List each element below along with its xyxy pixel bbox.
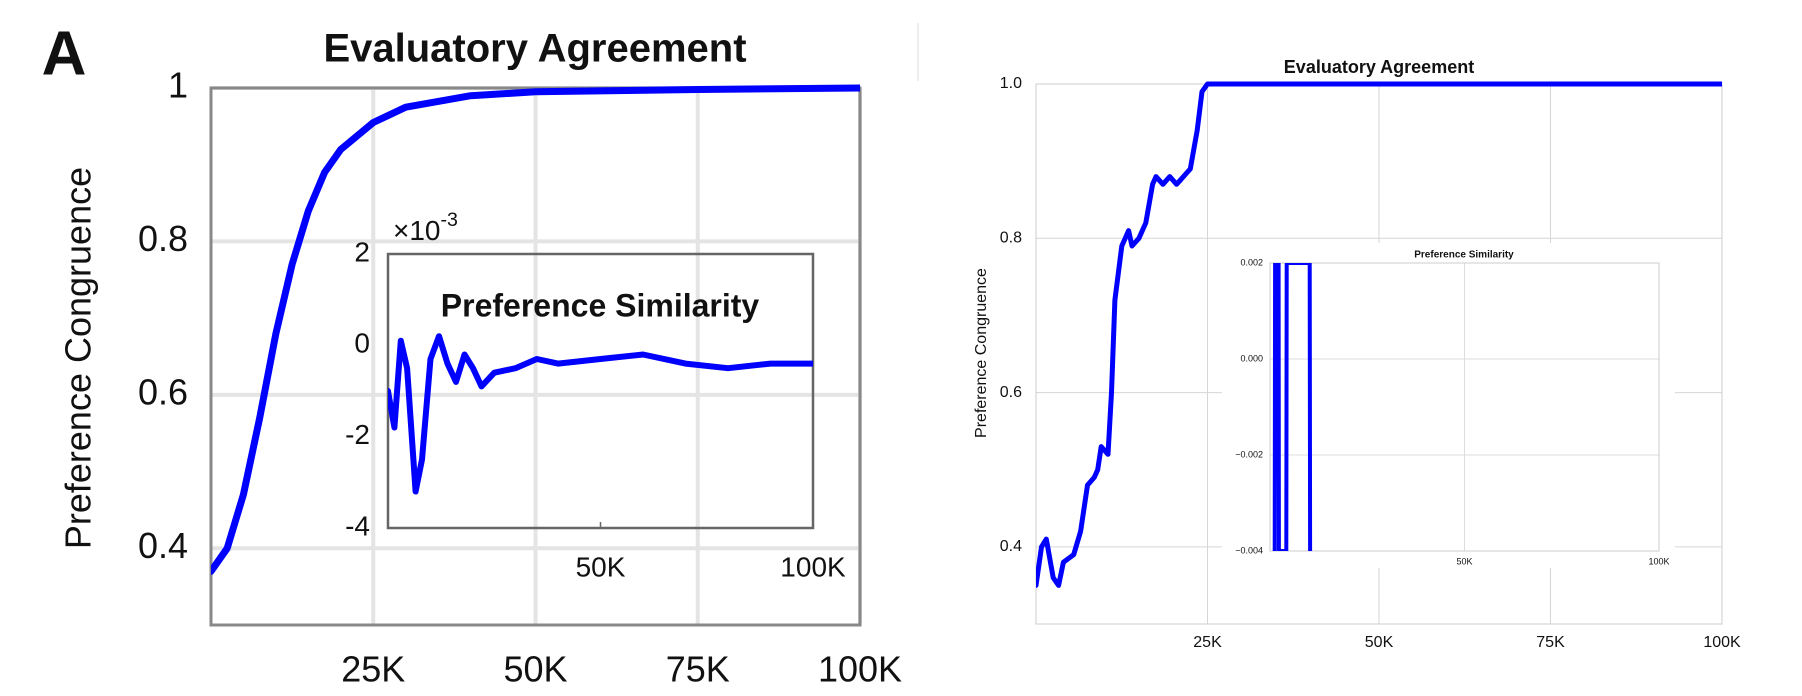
x-tick-label: 100K <box>1648 556 1669 566</box>
y-tick-label: -2 <box>345 419 370 450</box>
x-tick-label: 100K <box>818 649 902 690</box>
y-axis-label: Preference Congruence <box>973 268 990 438</box>
data-line <box>388 333 813 495</box>
exponent: -3 <box>441 209 459 231</box>
y-tick-label: 0 <box>354 328 370 359</box>
y-tick-label: -4 <box>345 510 370 541</box>
y-tick-label: 0.6 <box>1000 384 1022 401</box>
y-tick-label: 0.002 <box>1240 257 1263 267</box>
plot-frame <box>209 86 862 627</box>
y-tick-label: −0.002 <box>1235 449 1263 459</box>
exponent-base: ×10 <box>393 215 441 246</box>
plot-frame <box>1269 262 1660 552</box>
x-tick-label: 100K <box>1703 634 1741 651</box>
x-tick-label: 50K <box>1365 634 1394 651</box>
chart-title: Evaluatory Agreement <box>323 27 746 71</box>
x-tick-label: 25K <box>341 649 405 690</box>
y-tick-label: 1 <box>168 65 188 106</box>
x-tick-label: 75K <box>1536 634 1565 651</box>
panel-label: A <box>42 19 87 88</box>
x-tick-label: 50K <box>1456 556 1472 566</box>
x-tick-label: 75K <box>666 649 730 690</box>
y-tick-label: −0.004 <box>1235 545 1263 555</box>
x-tick-label: 50K <box>503 649 567 690</box>
y-tick-label: 1.0 <box>1000 75 1022 92</box>
chart-title: Evaluatory Agreement <box>1284 57 1474 77</box>
y-tick-label: 0.8 <box>1000 230 1022 247</box>
data-line <box>211 84 860 575</box>
y-tick-label: 2 <box>354 236 370 267</box>
inset-background <box>1222 243 1675 568</box>
y-tick-label: 0.000 <box>1240 353 1263 363</box>
y-axis-label: Preference Congruence <box>58 167 99 549</box>
x-tick-label: 50K <box>576 551 626 582</box>
y-tick-label: 0.8 <box>138 218 188 259</box>
y-tick-label: 0.4 <box>1000 538 1022 555</box>
y-tick-label: 0.4 <box>138 525 188 566</box>
y-tick-label: 0.6 <box>138 371 188 412</box>
inset-title: Preference Similarity <box>1414 250 1514 261</box>
x-tick-label: 25K <box>1193 634 1222 651</box>
x-tick-label: 100K <box>780 551 846 582</box>
data-line <box>1036 81 1722 588</box>
exponent-label: ×10-3 <box>393 209 458 246</box>
inset-title: Preference Similarity <box>441 287 760 323</box>
